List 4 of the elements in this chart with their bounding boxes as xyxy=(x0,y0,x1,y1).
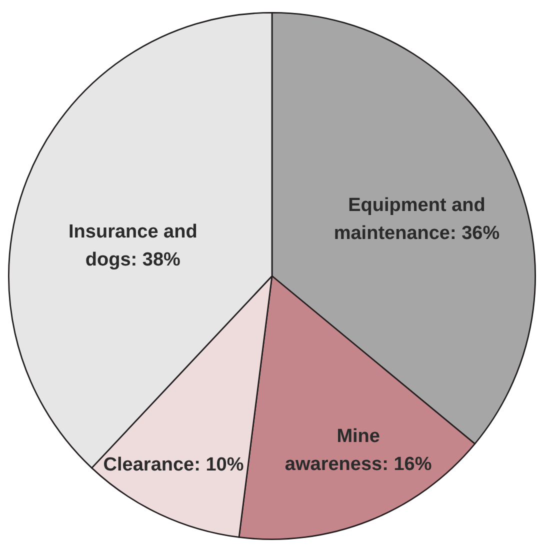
slice-label: Clearance: 10% xyxy=(103,454,244,476)
slice-label: Mine awareness: 16% xyxy=(284,426,432,475)
slice-label: Insurance and dogs: 38% xyxy=(68,222,198,271)
slice-label: Equipment and maintenance: 36% xyxy=(334,194,500,244)
